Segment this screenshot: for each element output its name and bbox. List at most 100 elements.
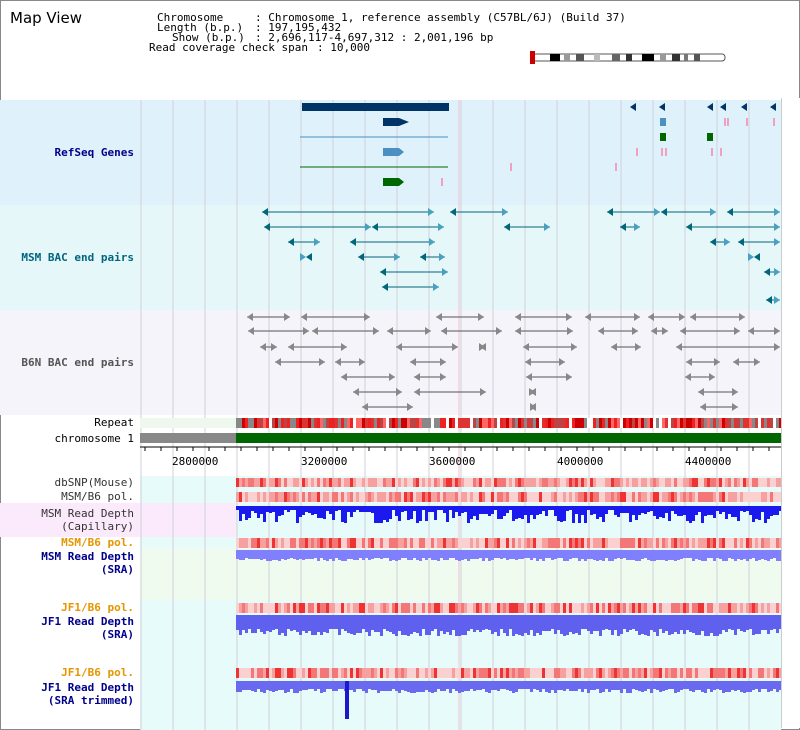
msm-b6-pol-strip (722, 492, 725, 502)
msm-b6-pol2-strip (596, 538, 599, 548)
bac-end-marker (620, 223, 626, 231)
bac-end-marker (766, 296, 772, 304)
dbsnp-strip (758, 478, 761, 487)
msm-b6-pol-strip (590, 492, 593, 502)
jf1-depth-trim-bar (254, 681, 257, 692)
jf1-depth-sra-bar (452, 615, 455, 630)
repeat-segment (578, 418, 581, 428)
jf1-b6-pol2-strip (440, 668, 443, 678)
msm-depth-capillary-bar (572, 506, 575, 523)
jf1-b6-pol2-strip (488, 668, 491, 678)
jf1-b6-pol2-strip (575, 668, 578, 678)
msm-depth-capillary-bar (353, 506, 356, 512)
jf1-depth-sra-bar (617, 615, 620, 636)
jf1-b6-pol2-strip (659, 668, 662, 678)
refseq-track-label[interactable]: RefSeq Genes (54, 146, 134, 159)
jf1-depth-trim-bar (338, 681, 341, 689)
msm-depth-sra-bar (665, 550, 668, 561)
msm-b6-pol2-strip (521, 538, 524, 548)
track-panel[interactable] (0, 98, 781, 730)
bac-end-marker (353, 388, 359, 396)
msm-depth-sra-bar (716, 550, 719, 558)
jf1-b6-pol-strip (506, 603, 509, 613)
jf1-b6-pol2-strip (404, 668, 407, 678)
jf1-depth-sra-bar (530, 615, 533, 630)
msm-b6-pol2-strip (299, 538, 302, 548)
msm-bac-track-label[interactable]: MSM BAC end pairs (21, 251, 134, 264)
jf1-depth-trim-bar (395, 681, 398, 691)
jf1-depth-trim-bar (353, 681, 356, 692)
msm-b6-pol2-strip (563, 538, 566, 548)
msm-b6-pol2-strip (275, 538, 278, 548)
jf1-b6-pol2-strip (545, 668, 548, 678)
msm-depth-capillary-bar (428, 506, 431, 512)
bac-end-marker (727, 208, 733, 216)
jf1-b6-pol-strip (353, 603, 356, 613)
dbsnp-strip (533, 478, 536, 487)
msm-depth-capillary-bar (278, 506, 281, 516)
msm-b6-pol-strip (245, 492, 248, 502)
msm-b6-pol2-strip (566, 538, 569, 548)
msm-depth-sra-bar (410, 550, 413, 560)
msm-depth-sra-bar (401, 550, 404, 558)
msm-b6-pol2-strip (551, 538, 554, 548)
bac-end-marker (306, 253, 312, 261)
dbsnp-strip (548, 478, 551, 487)
dbsnp-strip (347, 478, 350, 487)
bac-end-marker (774, 208, 780, 216)
jf1-depth-sra-bar (743, 615, 746, 632)
jf1-b6-pol-strip (239, 603, 242, 613)
msm-depth-sra-bar (359, 550, 362, 558)
msm-depth-sra-bar (353, 550, 356, 560)
jf1-depth-trim-bar (494, 681, 497, 690)
msm-b6-pol-strip (641, 492, 644, 502)
bac-end-marker (314, 238, 320, 246)
bac-end-marker (301, 313, 307, 321)
bac-end-marker (679, 313, 685, 321)
dbsnp-strip (524, 478, 527, 487)
repeat-segment (278, 418, 281, 428)
repeat-segment (428, 418, 431, 428)
jf1-b6-pol-strip (584, 603, 587, 613)
vertical-scrollbar[interactable] (781, 98, 800, 728)
repeat-segment (296, 418, 299, 428)
msm-b6-pol-strip (608, 492, 611, 502)
jf1-b6-pol2-strip (317, 668, 320, 678)
dbsnp-strip (497, 478, 500, 487)
bac-end-marker (526, 373, 532, 381)
repeat-segment (566, 418, 569, 428)
jf1-b6-pol-strip (440, 603, 443, 613)
bac-end-marker (585, 313, 591, 321)
jf1-depth-trim-bar (689, 681, 692, 691)
msm-b6-pol2-strip (590, 538, 593, 548)
msm-b6-pol-strip (320, 492, 323, 502)
msm-depth-sra-bar (605, 550, 608, 558)
msm-b6-pol-strip (323, 492, 326, 502)
msm-b6-pol2-strip (365, 538, 368, 548)
jf1-b6-pol2-strip (344, 668, 347, 678)
jf1-depth-trim-bar (671, 681, 674, 689)
msm-b6-pol2-strip (773, 538, 776, 548)
dbsnp-strip (500, 478, 503, 487)
b6n-bac-track-label[interactable]: B6N BAC end pairs (21, 356, 134, 369)
msm-depth-sra-bar (719, 550, 722, 559)
gene-block (707, 133, 713, 141)
jf1-depth-trim-bar (560, 681, 563, 690)
msm-depth-capillary-bar (422, 506, 425, 510)
msm-b6-pol-strip (398, 492, 401, 502)
chromosome-ideogram[interactable] (528, 51, 728, 65)
bac-end-marker (748, 253, 754, 261)
bac-end-marker (632, 327, 638, 335)
dbsnp-strip (764, 478, 767, 487)
dbsnp-strip (434, 478, 437, 487)
jf1-depth-sra-bar (311, 615, 314, 635)
jf1-b6-pol2-strip (491, 668, 494, 678)
jf1-b6-pol-strip (236, 603, 239, 613)
msm-depth-capillary-bar (725, 506, 728, 519)
msm-b6-pol-strip (449, 492, 452, 502)
msm-b6-pol-strip (467, 492, 470, 502)
repeat-segment (242, 418, 245, 428)
msm-depth-sra-bar (416, 550, 419, 560)
msm-depth-capillary-bar (248, 506, 251, 518)
dbsnp-strip (356, 478, 359, 487)
